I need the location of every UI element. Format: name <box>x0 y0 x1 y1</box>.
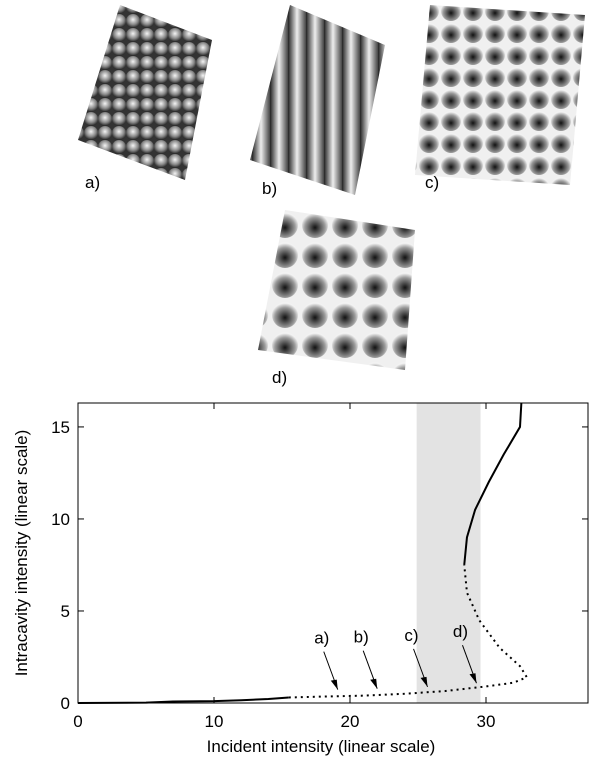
y-axis-label: Intracavity intensity (linear scale) <box>12 430 31 677</box>
annotation-label: a) <box>314 629 329 648</box>
annotation-arrowhead <box>331 680 338 690</box>
curve <box>78 697 289 703</box>
x-tick-label: 20 <box>341 712 360 731</box>
y-tick-label: 0 <box>61 694 70 713</box>
y-tick-label: 5 <box>61 602 70 621</box>
panel-c-image <box>415 5 585 185</box>
panel-b-image <box>250 5 385 195</box>
annotation-label: c) <box>404 626 418 645</box>
annotation-label: b) <box>354 628 369 647</box>
y-tick-label: 15 <box>51 418 70 437</box>
panel-label: d) <box>272 368 287 387</box>
panel-d-image <box>258 210 415 370</box>
x-tick-label: 10 <box>205 712 224 731</box>
annotation-arrowhead <box>370 679 377 689</box>
figure: 0 10 20 30 0 5 10 15 a) b) c) d) Incident intensity … <box>0 0 611 769</box>
x-tick-label: 30 <box>477 712 496 731</box>
annotation-label: d) <box>453 622 468 641</box>
plot: 0 10 20 30 0 5 10 15 a) b) c) d) Incident intensity … <box>12 403 588 756</box>
panels <box>78 5 585 370</box>
y-tick-label: 10 <box>51 510 70 529</box>
panel-label: a) <box>85 173 100 192</box>
panel-label: b) <box>262 179 277 198</box>
x-tick-label: 0 <box>73 712 82 731</box>
x-axis-label: Incident intensity (linear scale) <box>207 737 436 756</box>
panel-label: c) <box>425 173 439 192</box>
panel-a-image <box>78 5 212 180</box>
highlight-band <box>417 403 481 703</box>
